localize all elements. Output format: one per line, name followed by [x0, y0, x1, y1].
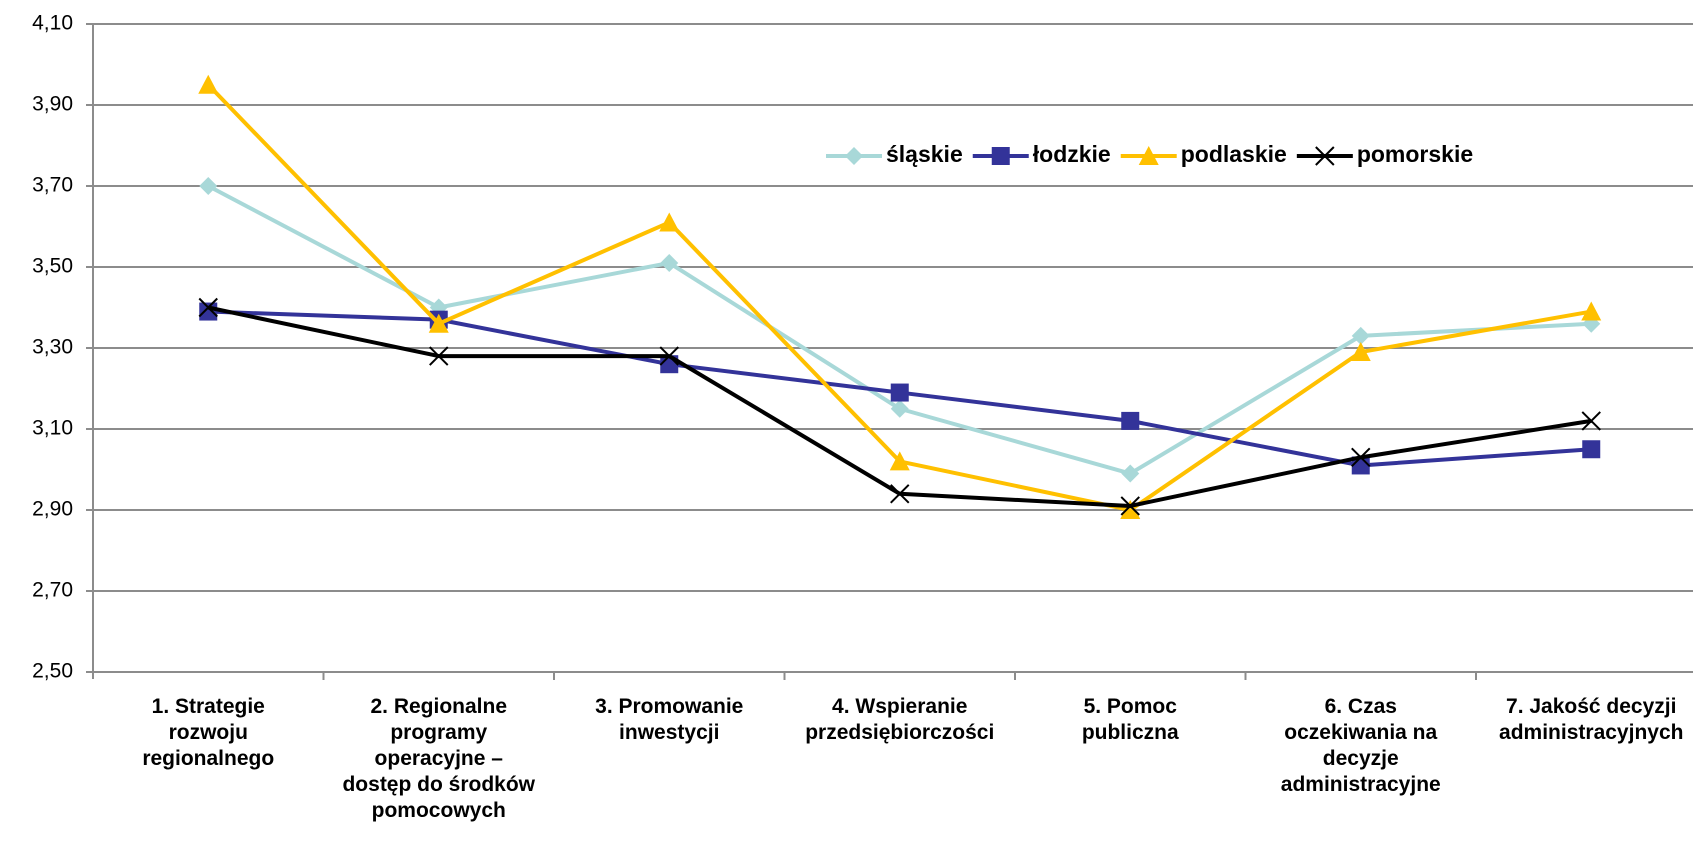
marker — [1121, 411, 1140, 430]
y-tick-label: 2,70 — [32, 579, 73, 602]
marker — [199, 177, 218, 195]
series-line — [207, 184, 1592, 476]
y-tick-label: 3,30 — [32, 336, 73, 359]
marker — [1121, 464, 1140, 483]
marker — [890, 399, 909, 418]
marker — [660, 253, 679, 272]
marker — [1138, 146, 1159, 165]
marker — [1120, 496, 1140, 516]
y-tick-label: 2,90 — [32, 498, 73, 521]
x-tick-label: 3. Promowanie inwestycji — [595, 695, 744, 744]
marker — [991, 147, 1010, 165]
y-tick-label: 4,10 — [32, 12, 73, 35]
legend-label: pomorskie — [1357, 141, 1473, 167]
y-tick-label: 3,70 — [32, 174, 73, 197]
marker — [1582, 440, 1601, 459]
marker — [1350, 342, 1371, 362]
marker — [659, 212, 680, 232]
marker — [1581, 301, 1602, 321]
marker — [890, 383, 909, 402]
legend-label: łodzkie — [1033, 141, 1111, 167]
marker — [429, 346, 449, 366]
y-tick-label: 3,90 — [32, 93, 73, 116]
marker — [890, 484, 910, 504]
marker — [659, 346, 679, 366]
y-tick-label: 2,50 — [32, 660, 73, 683]
legend-label: śląskie — [886, 141, 963, 167]
x-tick-label: 6. Czas oczekiwania na decyzje administr… — [1280, 695, 1441, 796]
marker — [198, 297, 218, 318]
marker — [1315, 146, 1335, 166]
marker — [199, 302, 218, 321]
marker — [1581, 411, 1601, 431]
x-tick-label: 2. Regionalne programy operacyjne – dost… — [342, 695, 535, 822]
y-tick-label: 3,10 — [32, 417, 73, 440]
marker — [428, 313, 449, 333]
marker — [1351, 447, 1371, 468]
marker — [889, 451, 910, 471]
marker — [845, 147, 863, 165]
marker — [1351, 326, 1370, 345]
legend-label: podlaskie — [1181, 141, 1287, 167]
y-tick-label: 3,50 — [32, 255, 73, 278]
x-tick-label: 1. Strategie rozwoju regionalnego — [142, 695, 275, 770]
x-tick-label: 5. Pomoc publiczna — [1081, 695, 1179, 744]
x-tick-label: 7. Jakość decyzji administracyjnych — [1499, 695, 1684, 744]
marker — [198, 74, 219, 94]
x-tick-label: 4. Wspieranie przedsiębiorczości — [805, 695, 995, 744]
marker — [1120, 500, 1141, 519]
